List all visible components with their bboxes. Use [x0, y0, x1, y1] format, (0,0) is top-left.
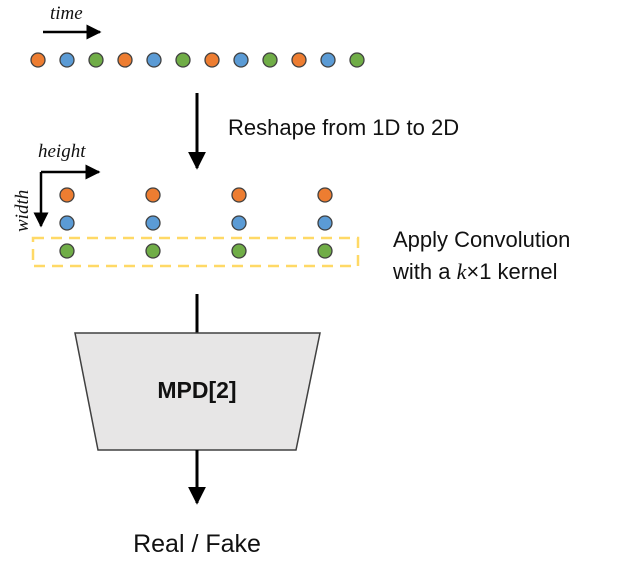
- output-label: Real / Fake: [133, 530, 261, 558]
- grid-dot-green: [317, 243, 333, 259]
- sample-dot-green: [175, 52, 191, 68]
- sample-dot-green: [262, 52, 278, 68]
- convolution-label-line2: with a k×1 kernel: [392, 259, 557, 284]
- sample-dot-green: [349, 52, 365, 68]
- sample-dot-green: [88, 52, 104, 68]
- grid-dot-green: [231, 243, 247, 259]
- mpd-block-label: MPD[2]: [157, 377, 236, 403]
- mpd-block: [74, 332, 321, 451]
- grid-dot-green: [145, 243, 161, 259]
- grid-dot-green: [59, 243, 75, 259]
- grid-dot-orange: [231, 187, 247, 203]
- grid-dot-orange: [317, 187, 333, 203]
- time-label: time: [50, 3, 83, 24]
- sample-dot-orange: [291, 52, 307, 68]
- width-label: width: [12, 190, 33, 232]
- convolution-window: [31, 236, 360, 268]
- sample-dot-blue: [146, 52, 162, 68]
- height-label: height: [38, 141, 86, 162]
- grid-dot-blue: [231, 215, 247, 231]
- sample-dot-blue: [59, 52, 75, 68]
- sample-dot-orange: [204, 52, 220, 68]
- grid-dot-orange: [145, 187, 161, 203]
- grid-dot-blue: [59, 215, 75, 231]
- grid-dot-blue: [317, 215, 333, 231]
- grid-dots: [59, 187, 333, 259]
- sequence-dots: [30, 52, 365, 68]
- grid-dot-blue: [145, 215, 161, 231]
- sample-dot-orange: [117, 52, 133, 68]
- sample-dot-blue: [320, 52, 336, 68]
- convolution-label-line1: Apply Convolution: [393, 227, 570, 252]
- grid-dot-orange: [59, 187, 75, 203]
- sample-dot-blue: [233, 52, 249, 68]
- reshape-label: Reshape from 1D to 2D: [228, 115, 459, 140]
- sample-dot-orange: [30, 52, 46, 68]
